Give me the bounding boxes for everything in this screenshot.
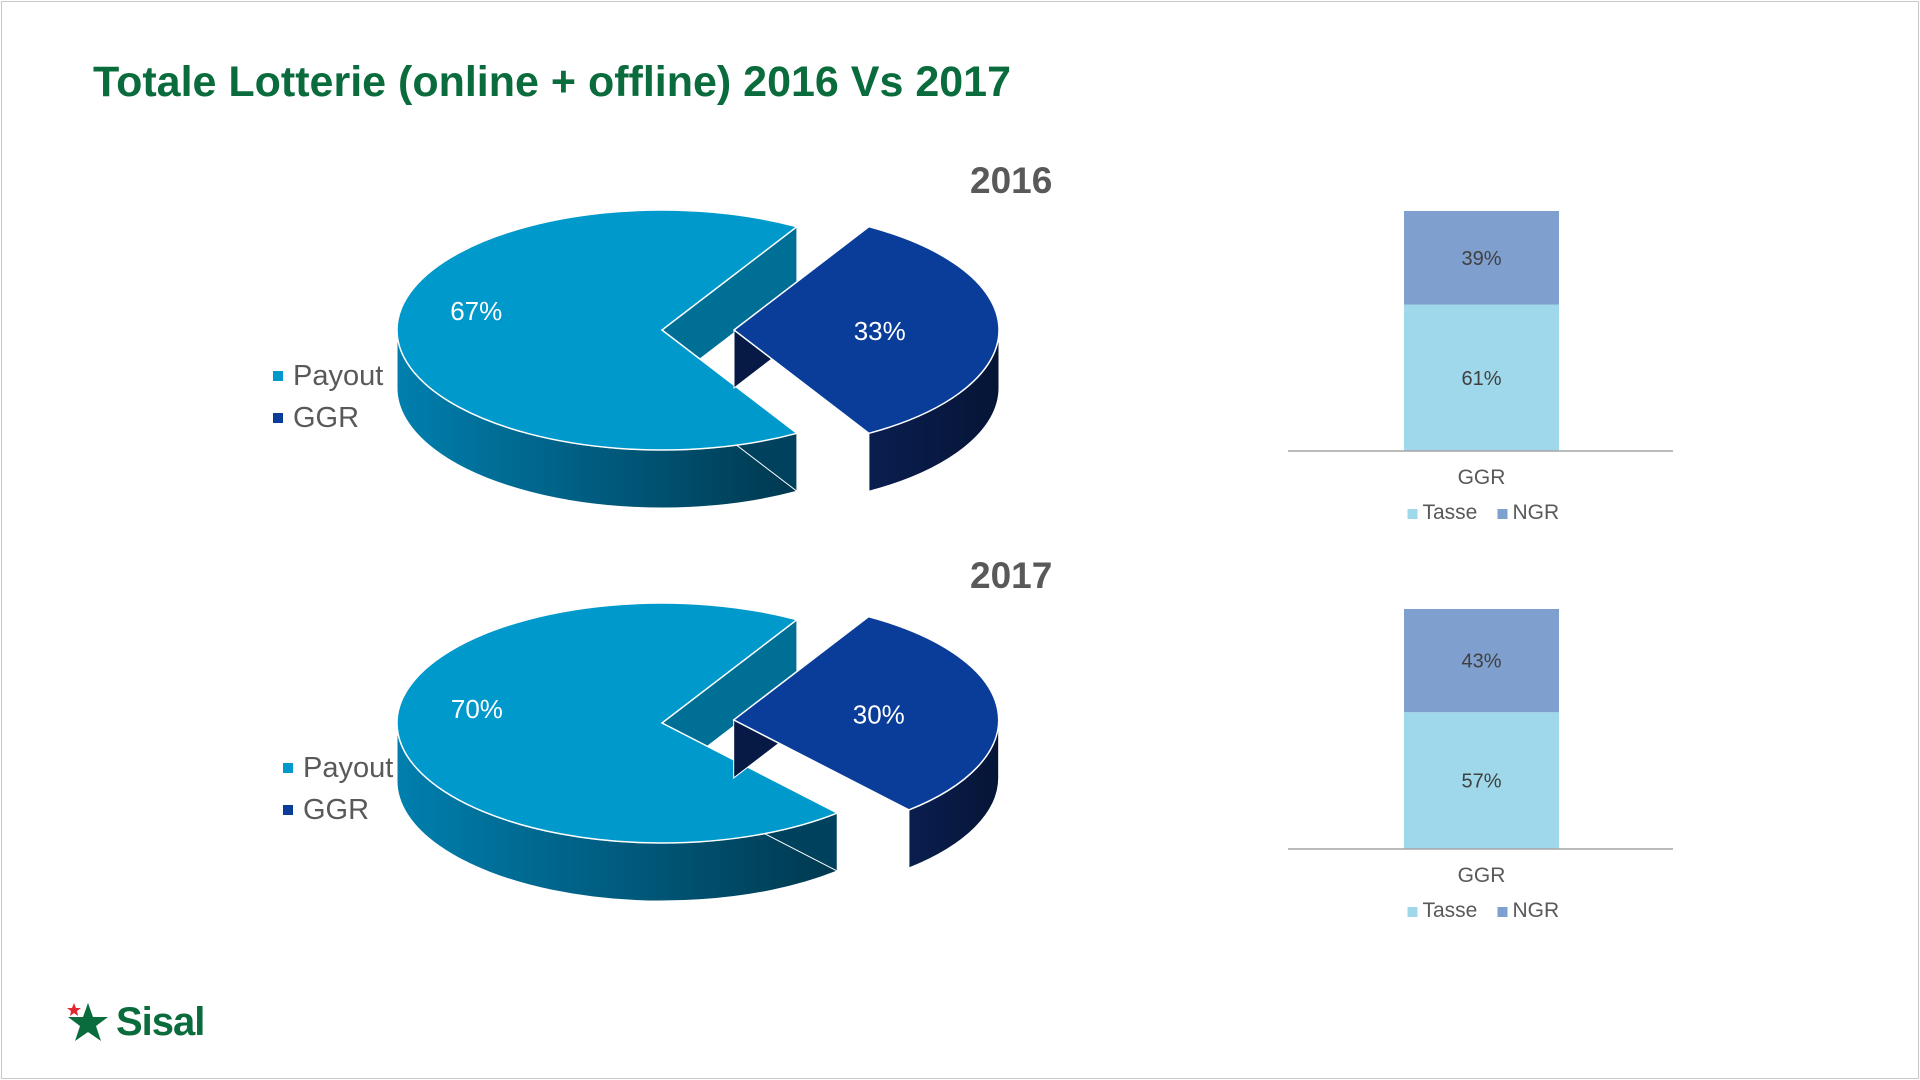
pie-chart-2017: 70% 30% (396, 602, 1000, 902)
bar-segment-tasse (1404, 712, 1559, 849)
legend-swatch-payout (283, 763, 293, 773)
legend-label-ngr: NGR (1513, 899, 1560, 922)
pie-slice-payout (396, 602, 840, 844)
legend-swatch-ggr (283, 805, 293, 815)
data-label-ggr: 33% (854, 316, 906, 346)
legend-swatch-ngr (1497, 509, 1508, 519)
legend-label-ggr: GGR (303, 793, 370, 826)
pie-title-2017: 2017 (970, 555, 1053, 596)
pie-slice-payout (396, 209, 799, 451)
bar-segment-tasse (1404, 304, 1559, 451)
star-icon (67, 1002, 108, 1041)
legend-label-tasse: Tasse (1423, 899, 1478, 922)
pie-slice-ggr (732, 225, 1000, 435)
data-label-ngr: 39% (1461, 248, 1501, 270)
pie-title-2016: 2016 (970, 160, 1053, 201)
legend-label-payout: Payout (293, 359, 384, 392)
pie-legend-2016: Payout GGR (273, 355, 383, 439)
bar-segment-ngr (1404, 609, 1559, 713)
data-label-tasse: 57% (1461, 771, 1501, 793)
legend-swatch-ggr (273, 413, 283, 423)
bar-segment-ngr (1404, 211, 1559, 305)
data-label-ggr: 30% (853, 700, 905, 730)
legend-entry-payout: Payout (283, 747, 393, 789)
legend-label-ngr: NGR (1513, 501, 1560, 524)
stacked-bar-2016: 61% 39% GGR Tasse NGR (1288, 211, 1673, 524)
legend-swatch-tasse (1407, 509, 1418, 519)
legend-entry-ggr: GGR (273, 397, 383, 439)
data-label-payout: 70% (451, 694, 503, 724)
pie-chart-2016: 67% 33% (396, 209, 1000, 509)
legend-swatch-payout (273, 371, 283, 381)
slide-title: Totale Lotterie (online + offline) 2016 … (93, 58, 1011, 106)
pie-slice-ggr (732, 615, 1000, 811)
legend-swatch-tasse (1407, 907, 1418, 917)
legend-swatch-ngr (1497, 907, 1508, 917)
stacked-bar-2017: 57% 43% GGR Tasse NGR (1288, 609, 1673, 922)
legend-entry-ggr: GGR (283, 789, 393, 831)
data-label-tasse: 61% (1461, 368, 1501, 390)
data-label-payout: 67% (450, 296, 502, 326)
logo-text: Sisal (116, 1000, 205, 1044)
legend-label-ggr: GGR (293, 401, 360, 434)
legend-entry-payout: Payout (273, 355, 383, 397)
pie-legend-2017: Payout GGR (283, 747, 393, 831)
data-label-ngr: 43% (1461, 651, 1501, 673)
sisal-logo: Sisal (66, 1000, 205, 1045)
x-tick-label: GGR (1458, 466, 1506, 489)
x-tick-label: GGR (1458, 864, 1506, 887)
legend-label-payout: Payout (303, 751, 394, 784)
legend-label-tasse: Tasse (1423, 501, 1478, 524)
